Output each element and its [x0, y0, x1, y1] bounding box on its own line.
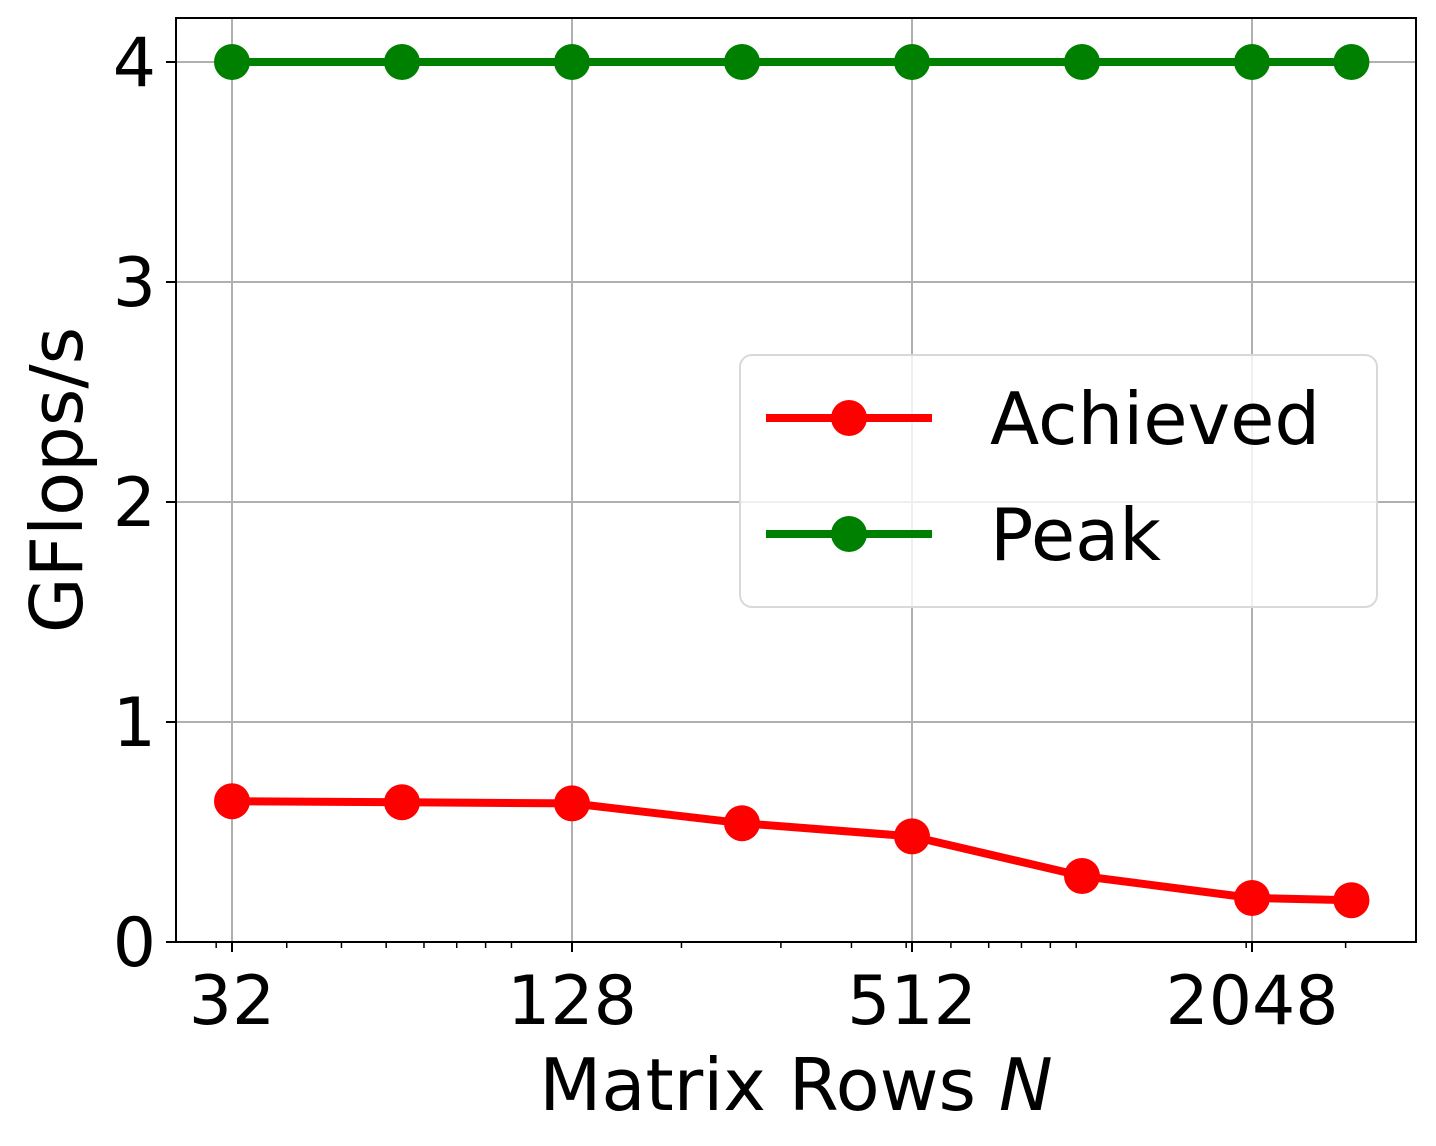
- y-tick-label: 0: [113, 904, 156, 983]
- data-point: [1333, 44, 1370, 80]
- x-axis-label-variable: N: [999, 1043, 1053, 1127]
- data-point: [1234, 44, 1270, 80]
- major-ticks: [166, 61, 1253, 952]
- y-tick-label: 3: [113, 244, 156, 323]
- data-point: [554, 44, 590, 80]
- data-point: [1333, 882, 1370, 919]
- x-tick-label: 32: [189, 962, 276, 1041]
- legend-marker: [831, 400, 867, 436]
- legend-entry-achieved: Achieved: [766, 377, 1320, 461]
- y-axis-label: GFlops/s: [15, 327, 99, 633]
- plot-frame: [175, 17, 1417, 943]
- data-point: [894, 818, 930, 855]
- series-line: [228, 797, 1356, 905]
- data-point: [384, 784, 420, 821]
- data-point: [554, 785, 590, 822]
- y-tick-label: 2: [113, 464, 156, 543]
- data-point: [894, 44, 930, 80]
- legend-label: Peak: [990, 493, 1161, 577]
- x-axis-label: Matrix Rows N: [539, 1043, 1053, 1127]
- data-point: [1064, 858, 1100, 894]
- y-tick-label: 1: [113, 684, 156, 763]
- data-point: [214, 783, 250, 820]
- legend-entry-peak: Peak: [766, 493, 1161, 577]
- legend: Achieved Peak: [739, 354, 1378, 608]
- x-axis-label-text: Matrix Rows: [539, 1043, 976, 1127]
- data-point: [724, 805, 760, 842]
- x-tick-labels: 32 128 512 2048: [189, 962, 1339, 1041]
- series-peak: [214, 44, 1370, 80]
- data-point: [1234, 880, 1270, 916]
- x-tick-label: 128: [507, 962, 637, 1041]
- x-tick-label: 512: [847, 962, 977, 1041]
- legend-marker: [831, 516, 867, 552]
- data-point: [384, 44, 420, 80]
- x-tick-label: 2048: [1165, 962, 1338, 1041]
- data-point: [1064, 44, 1100, 80]
- series-achieved: [214, 783, 1370, 919]
- series-layer: [214, 44, 1370, 919]
- data-point: [214, 44, 250, 80]
- data-point: [724, 44, 760, 80]
- y-tick-label: 4: [113, 24, 156, 103]
- legend-label: Achieved: [990, 377, 1320, 461]
- y-tick-labels: 0 1 2 3 4: [113, 24, 156, 983]
